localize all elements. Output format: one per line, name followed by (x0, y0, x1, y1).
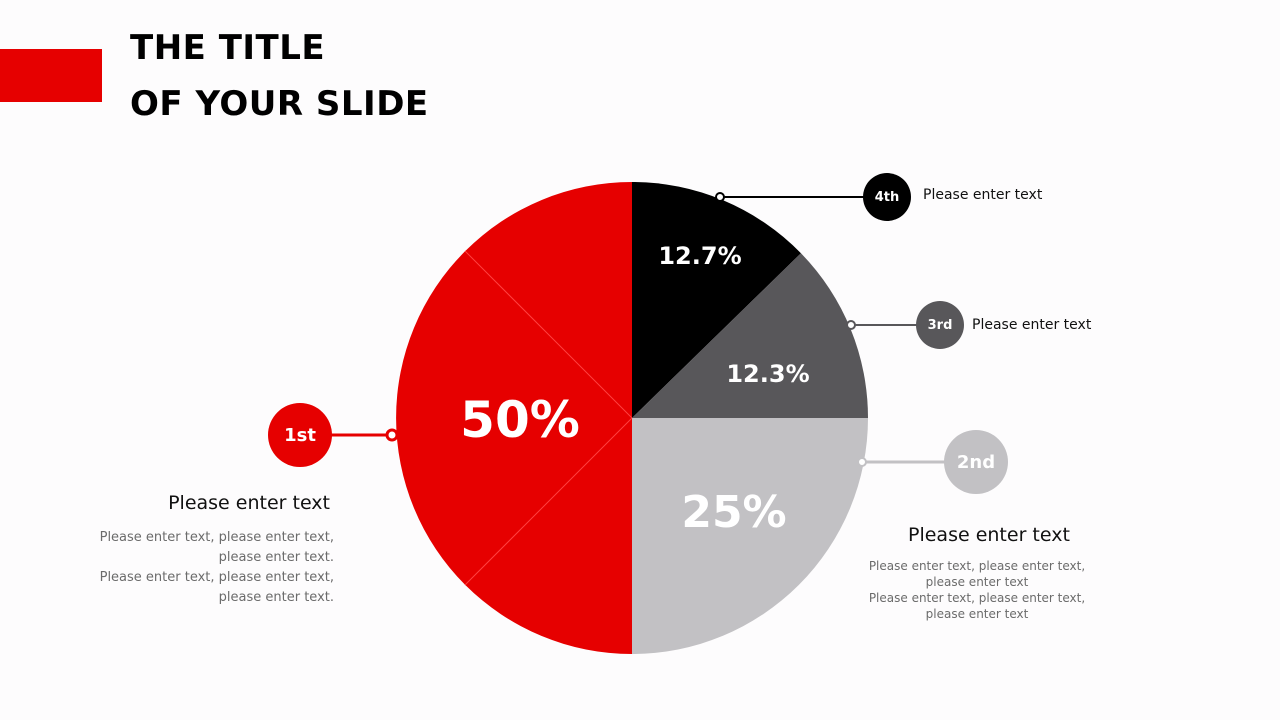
body-line: Please enter text, please enter text, (99, 570, 334, 585)
slide-title-line-2: OF YOUR SLIDE (130, 84, 429, 124)
pie-slice-2nd (632, 418, 868, 654)
callout-body-2nd: Please enter text, please enter text, pl… (860, 558, 1094, 622)
rank-badge-3rd: 3rd (916, 301, 964, 349)
body-line: please enter text (925, 575, 1029, 589)
pie-slice-3rd (632, 253, 868, 418)
red-divider-line (464, 417, 633, 586)
pie-slice-4th (632, 182, 801, 418)
callout-text-4th: Please enter text (923, 187, 1043, 203)
body-line: please enter text. (218, 590, 334, 605)
slide-title-line-1: THE TITLE (130, 28, 326, 68)
body-line: please enter text (925, 607, 1029, 621)
rank-badge-1st: 1st (268, 403, 332, 467)
rank-badge-2nd: 2nd (944, 430, 1008, 494)
body-line: Please enter text, please enter text, (99, 530, 334, 545)
connector-dot-2nd (857, 457, 867, 467)
connector-dot-4th (715, 192, 725, 202)
slice-label-3rd: 12.3% (726, 360, 809, 388)
slice-label-4th: 12.7% (658, 242, 741, 270)
connector-dot-3rd (846, 320, 856, 330)
callout-heading-2nd: Please enter text (908, 524, 1070, 546)
title-accent-bar (0, 49, 102, 102)
callout-heading-1st: Please enter text (168, 492, 330, 514)
rank-badge-4th: 4th (863, 173, 911, 221)
slice-label-2nd: 25% (681, 487, 786, 538)
callout-text-3rd: Please enter text (972, 317, 1092, 333)
body-line: please enter text. (218, 550, 334, 565)
slice-label-1st: 50% (460, 391, 580, 449)
callout-body-1st: Please enter text, please enter text, pl… (100, 528, 334, 608)
body-line: Please enter text, please enter text, (868, 591, 1086, 605)
red-divider-line (464, 250, 633, 419)
connector-dot-1st (385, 428, 399, 442)
pie-slice-1st (396, 182, 632, 654)
body-line: Please enter text, please enter text, (868, 559, 1086, 573)
